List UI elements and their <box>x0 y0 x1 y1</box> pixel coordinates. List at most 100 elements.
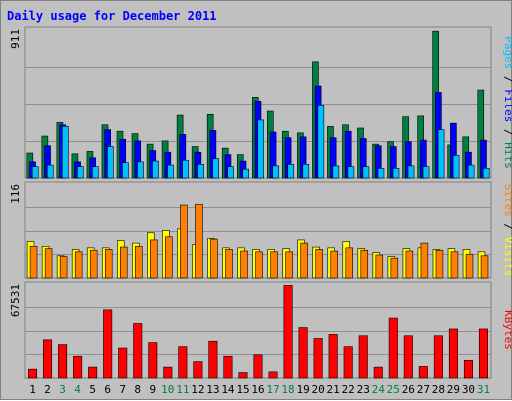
hits_files_pages-bar-pages-day-26 <box>407 165 415 179</box>
visits_sites-bar-sites-day-16 <box>255 251 263 279</box>
visits_sites-bar-sites-day-27 <box>420 242 429 279</box>
kbytes-bar-kbytes-day-19 <box>298 327 308 379</box>
visits_sites-bar-sites-day-13 <box>210 238 218 279</box>
x-tick-label-day-25: 25 <box>387 383 400 396</box>
kbytes-bar-kbytes-day-14 <box>223 355 233 379</box>
visits_sites-bar-sites-day-14 <box>225 249 233 279</box>
x-tick-label-day-5: 5 <box>89 383 96 396</box>
x-tick-label-day-14: 14 <box>221 383 235 396</box>
x-tick-label-day-20: 20 <box>312 383 325 396</box>
x-tick-label-day-4: 4 <box>74 383 81 396</box>
kbytes-series-label: KBytes <box>502 310 512 350</box>
hits_files_pages-bar-pages-day-4 <box>77 166 84 179</box>
kbytes-series-label-part: KBytes <box>502 310 512 350</box>
x-tick-label-day-28: 28 <box>432 383 445 396</box>
kbytes-bar-kbytes-day-25 <box>388 317 398 379</box>
hits_files_pages-bar-pages-day-8 <box>137 161 144 179</box>
visits_sites-series-label-part: Visits <box>502 237 512 277</box>
hits_files_pages-bar-pages-day-6 <box>107 146 114 179</box>
x-tick-label-day-22: 22 <box>342 383 355 396</box>
visits_sites-bar-sites-day-19 <box>300 242 308 279</box>
hits_files_pages-bar-pages-day-13 <box>212 158 219 179</box>
x-tick-label-day-11: 11 <box>176 383 189 396</box>
visits_sites-bar-sites-day-17 <box>270 251 278 279</box>
visits_sites-bar-sites-day-31 <box>480 255 489 279</box>
visits_sites-bar-sites-day-4 <box>74 251 83 279</box>
kbytes-bar-kbytes-day-11 <box>178 346 188 379</box>
kbytes-bar-kbytes-day-18 <box>283 285 293 379</box>
x-tick-label-day-8: 8 <box>134 383 141 396</box>
visits_sites-bar-sites-day-10 <box>165 236 173 279</box>
x-tick-label-day-12: 12 <box>191 383 204 396</box>
kbytes-bar-kbytes-day-17 <box>268 371 278 379</box>
kbytes-bar-kbytes-day-10 <box>163 366 173 379</box>
visits_sites-series-label-part: Sites <box>502 184 512 217</box>
x-tick-label-day-31: 31 <box>477 383 490 396</box>
hits_files_pages-bar-pages-day-20 <box>317 105 325 179</box>
kbytes-bar-kbytes-day-2 <box>43 339 53 379</box>
x-tick-label-day-24: 24 <box>372 383 386 396</box>
x-tick-label-day-29: 29 <box>447 383 460 396</box>
hits_files_pages-bar-pages-day-14 <box>227 166 234 179</box>
x-tick-label-day-26: 26 <box>402 383 415 396</box>
kbytes-bar-kbytes-day-26 <box>403 335 413 379</box>
hits_files_pages-bar-pages-day-9 <box>152 160 159 179</box>
x-tick-label-day-9: 9 <box>149 383 156 396</box>
x-tick-label-day-15: 15 <box>236 383 249 396</box>
visits_sites-bar-sites-day-26 <box>405 250 414 279</box>
kbytes-bar-kbytes-day-13 <box>208 340 218 379</box>
hits_files_pages-bar-pages-day-19 <box>302 163 310 179</box>
kbytes-bar-kbytes-day-31 <box>478 328 488 379</box>
kbytes-bar-kbytes-day-29 <box>448 328 458 379</box>
hits_files_pages-bar-pages-day-3 <box>61 126 69 179</box>
kbytes-bar-kbytes-day-22 <box>343 346 353 379</box>
visits_sites-bar-sites-day-28 <box>435 249 444 279</box>
hits_files_pages-series-label-sep: / <box>502 69 512 89</box>
kbytes-bar-kbytes-day-23 <box>358 335 368 379</box>
x-tick-label-day-10: 10 <box>161 383 174 396</box>
hits_files_pages-bar-pages-day-18 <box>287 163 295 179</box>
hits_files_pages-series-label-part: Files <box>502 89 512 122</box>
kbytes-bar-kbytes-day-21 <box>328 334 338 379</box>
x-tick-label-day-1: 1 <box>29 383 36 396</box>
kbytes-bar-kbytes-day-24 <box>373 366 383 379</box>
visits_sites-bar-sites-day-25 <box>390 257 399 279</box>
kbytes-bar-kbytes-day-20 <box>313 338 323 379</box>
kbytes-max-label: 67531 <box>9 284 22 317</box>
x-tick-label-day-19: 19 <box>296 383 309 396</box>
hits_files_pages-bar-pages-day-27 <box>422 166 430 179</box>
x-tick-label-day-13: 13 <box>206 383 219 396</box>
hits_files_pages-bar-pages-day-30 <box>467 164 475 179</box>
hits_files_pages-series-label-part: Pages <box>502 36 512 69</box>
hits_files_pages-bar-pages-day-23 <box>362 166 370 179</box>
kbytes-bar-kbytes-day-16 <box>253 354 263 379</box>
kbytes-bar-kbytes-day-8 <box>133 323 143 379</box>
visits_sites-series-label-sep: / <box>502 217 512 237</box>
hits_files_pages-bar-pages-day-2 <box>46 164 54 179</box>
hits_files_pages-bar-pages-day-7 <box>122 162 129 179</box>
visits_sites-bar-sites-day-22 <box>345 247 354 279</box>
hits_files_pages-bar-pages-day-29 <box>452 155 460 179</box>
hits_files_pages-bar-pages-day-16 <box>257 119 265 179</box>
hits_files_pages-series-label-part: Hits <box>502 142 512 169</box>
visits_sites-bar-sites-day-18 <box>285 251 293 279</box>
hits_files_pages-bar-pages-day-10 <box>167 164 174 179</box>
kbytes-bar-kbytes-day-6 <box>103 309 113 379</box>
visits_sites-bar-sites-day-1 <box>29 245 38 279</box>
hits_files_pages-bar-pages-day-24 <box>377 168 385 179</box>
visits_sites-bar-sites-day-24 <box>375 254 384 279</box>
visits_sites-bar-sites-day-23 <box>360 249 369 279</box>
x-tick-label-day-23: 23 <box>357 383 370 396</box>
visits_sites-bar-sites-day-21 <box>330 250 338 279</box>
kbytes-bar-kbytes-day-4 <box>73 355 83 379</box>
x-tick-label-day-16: 16 <box>251 383 264 396</box>
visits_sites-series-label: Sites / Visits <box>502 184 512 277</box>
hits_files_pages-max-label: 911 <box>9 29 22 49</box>
kbytes-bar-kbytes-day-27 <box>418 366 428 379</box>
x-tick-label-day-6: 6 <box>104 383 111 396</box>
visits_sites-bar-sites-day-12 <box>195 203 203 279</box>
kbytes-bar-kbytes-day-5 <box>88 366 98 379</box>
visits_sites-bar-sites-day-2 <box>44 248 53 279</box>
visits_sites-bar-sites-day-7 <box>120 246 128 279</box>
visits_sites-max-label: 116 <box>9 184 22 204</box>
